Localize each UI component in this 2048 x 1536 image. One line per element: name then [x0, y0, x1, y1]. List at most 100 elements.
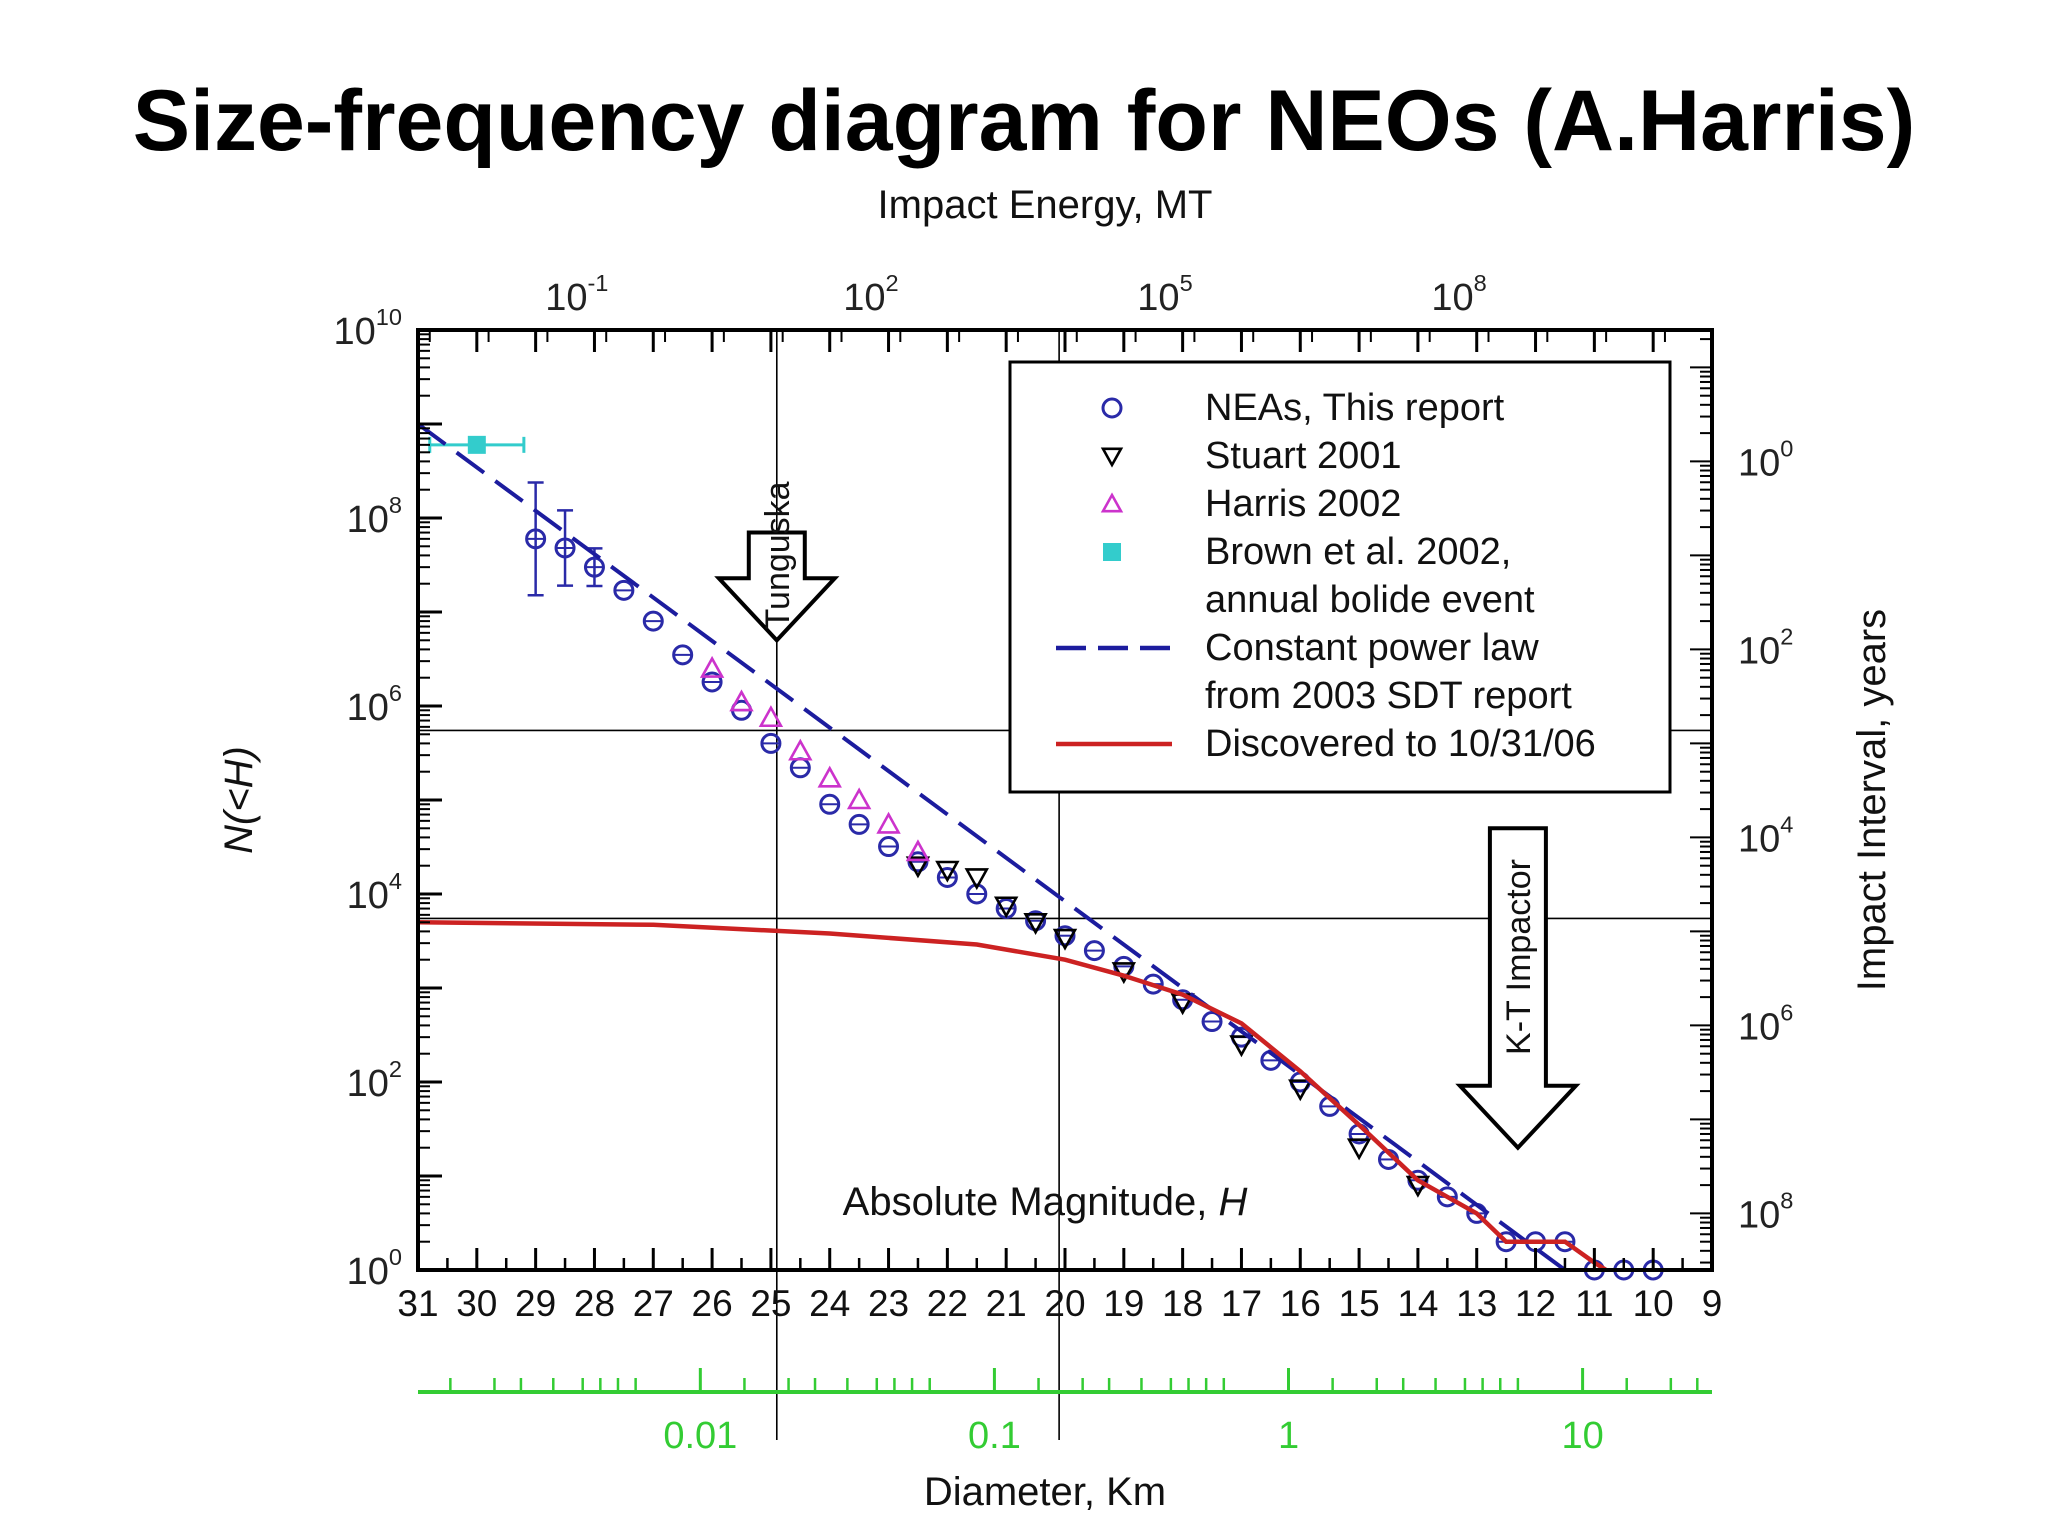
legend: NEAs, This report Stuart 2001 Harris 2002 B…	[1010, 362, 1670, 792]
right-tick-label-1-base: 10	[1738, 630, 1780, 672]
y-tick-label-5-base: 10	[334, 311, 376, 353]
x-axis-title-variable: H	[1218, 1180, 1247, 1224]
right-tick-label-1: 102	[1738, 623, 1793, 672]
x-tick-label-19: 12	[1515, 1283, 1556, 1324]
x-tick-label-5: 26	[692, 1283, 733, 1324]
x-tick-label-22: 9	[1702, 1283, 1723, 1324]
top-axis-title: Impact Energy, MT	[878, 183, 1213, 227]
legend-label-2: Harris 2002	[1205, 483, 1401, 525]
top-tick-label-1: 102	[843, 270, 898, 319]
right-tick-label-3-base: 10	[1738, 1006, 1780, 1048]
x-tick-label-8: 23	[868, 1283, 909, 1324]
top-tick-label-2: 105	[1137, 270, 1192, 319]
top-tick-label-2-exp: 5	[1180, 270, 1193, 296]
right-axis-title: Impact Interval, years	[1850, 609, 1894, 991]
y-tick-label-0: 100	[347, 1244, 402, 1293]
diameter-tick-label-1: 0.1	[968, 1415, 1021, 1457]
legend-label-3-line-1: Brown et al. 2002,	[1205, 531, 1511, 573]
x-tick-label-9: 22	[927, 1283, 968, 1324]
y-tick-label-0-exp: 0	[389, 1244, 402, 1270]
diameter-tick-label-0: 0.01	[663, 1415, 737, 1457]
y-tick-label-4-exp: 8	[389, 492, 402, 518]
x-tick-label-14: 17	[1221, 1283, 1262, 1324]
y-tick-label-4: 108	[347, 492, 402, 541]
right-tick-label-2-base: 10	[1738, 818, 1780, 860]
top-tick-label-1-exp: 2	[885, 270, 898, 296]
y-tick-label-3-exp: 6	[389, 680, 402, 706]
y-tick-label-0-base: 10	[347, 1251, 389, 1293]
x-tick-label-18: 13	[1456, 1283, 1497, 1324]
top-tick-label-1-base: 10	[843, 277, 885, 319]
legend-label-1: Stuart 2001	[1205, 435, 1401, 477]
annotation-label-1: K-T Impactor	[1500, 859, 1538, 1055]
right-tick-label-3-exp: 6	[1780, 999, 1793, 1025]
diameter-tick-label-3: 10	[1561, 1415, 1603, 1457]
x-axis-title: Absolute Magnitude, H	[843, 1180, 1248, 1224]
legend-label-4-line-2: from 2003 SDT report	[1205, 675, 1572, 717]
x-tick-label-3: 28	[574, 1283, 615, 1324]
y-tick-label-1-base: 10	[347, 1063, 389, 1105]
x-tick-label-13: 18	[1162, 1283, 1203, 1324]
x-tick-label-11: 20	[1044, 1283, 1085, 1324]
data-point-2-5	[849, 790, 869, 808]
y-tick-label-5-exp: 10	[376, 304, 402, 330]
right-tick-label-0-base: 10	[1738, 442, 1780, 484]
data-point-2-6	[879, 814, 899, 832]
top-tick-label-3: 108	[1431, 270, 1486, 319]
legend-label-4-line-1: Constant power law	[1205, 627, 1539, 669]
data-point-2-2	[761, 708, 781, 726]
annotation-label-0: Tunguska	[759, 481, 797, 629]
top-tick-label-0: 10-1	[545, 270, 608, 319]
top-tick-label-2-base: 10	[1137, 277, 1179, 319]
y-tick-label-3: 106	[347, 680, 402, 729]
x-tick-label-10: 21	[986, 1283, 1027, 1324]
y-tick-label-3-base: 10	[347, 687, 389, 729]
x-tick-label-4: 27	[633, 1283, 674, 1324]
right-tick-label-1-exp: 2	[1780, 623, 1793, 649]
diameter-axis-title: Diameter, Km	[924, 1470, 1166, 1514]
legend-label-3-line-2: annual bolide event	[1205, 579, 1535, 621]
right-tick-label-0: 100	[1738, 435, 1793, 484]
series-1	[908, 858, 1428, 1195]
x-tick-label-7: 24	[809, 1283, 850, 1324]
x-tick-label-16: 15	[1339, 1283, 1380, 1324]
x-tick-label-2: 29	[515, 1283, 556, 1324]
right-tick-label-4: 108	[1738, 1187, 1793, 1236]
x-tick-label-20: 11	[1575, 1283, 1613, 1324]
right-tick-label-0-exp: 0	[1780, 435, 1793, 461]
data-point-3-0	[468, 436, 486, 454]
right-tick-label-4-base: 10	[1738, 1194, 1780, 1236]
y-tick-label-2-exp: 4	[389, 868, 402, 894]
y-tick-label-2-base: 10	[347, 875, 389, 917]
x-tick-label-17: 14	[1397, 1283, 1438, 1324]
series-2	[702, 659, 928, 860]
x-tick-label-12: 19	[1103, 1283, 1144, 1324]
legend-label-5: Discovered to 10/31/06	[1205, 723, 1596, 765]
right-tick-label-2-exp: 4	[1780, 811, 1793, 837]
x-tick-label-21: 10	[1633, 1283, 1674, 1324]
y-tick-label-2: 104	[347, 868, 402, 917]
x-tick-label-15: 16	[1280, 1283, 1321, 1324]
right-tick-label-2: 104	[1738, 811, 1793, 860]
data-point-2-3	[790, 741, 810, 759]
y-tick-label-4-base: 10	[347, 499, 389, 541]
x-tick-label-6: 25	[750, 1283, 791, 1324]
y-tick-label-1: 102	[347, 1056, 402, 1105]
top-tick-label-3-exp: 8	[1474, 270, 1487, 296]
right-tick-label-4-exp: 8	[1780, 1187, 1793, 1213]
x-tick-label-0: 31	[397, 1283, 438, 1324]
legend-marker-3	[1103, 543, 1121, 561]
right-tick-label-3: 106	[1738, 999, 1793, 1048]
data-point-2-4	[820, 768, 840, 786]
diameter-tick-label-2: 1	[1278, 1415, 1299, 1457]
top-tick-label-0-base: 10	[545, 277, 587, 319]
x-axis-title-text: Absolute Magnitude,	[843, 1180, 1219, 1224]
legend-label-0: NEAs, This report	[1205, 387, 1505, 429]
top-tick-label-3-base: 10	[1431, 277, 1473, 319]
y-tick-label-1-exp: 2	[389, 1056, 402, 1082]
y-axis-title: N(<H)	[217, 746, 261, 854]
x-tick-label-1: 30	[456, 1283, 497, 1324]
top-tick-label-0-exp: -1	[587, 270, 608, 296]
y-tick-label-5: 1010	[334, 304, 402, 353]
